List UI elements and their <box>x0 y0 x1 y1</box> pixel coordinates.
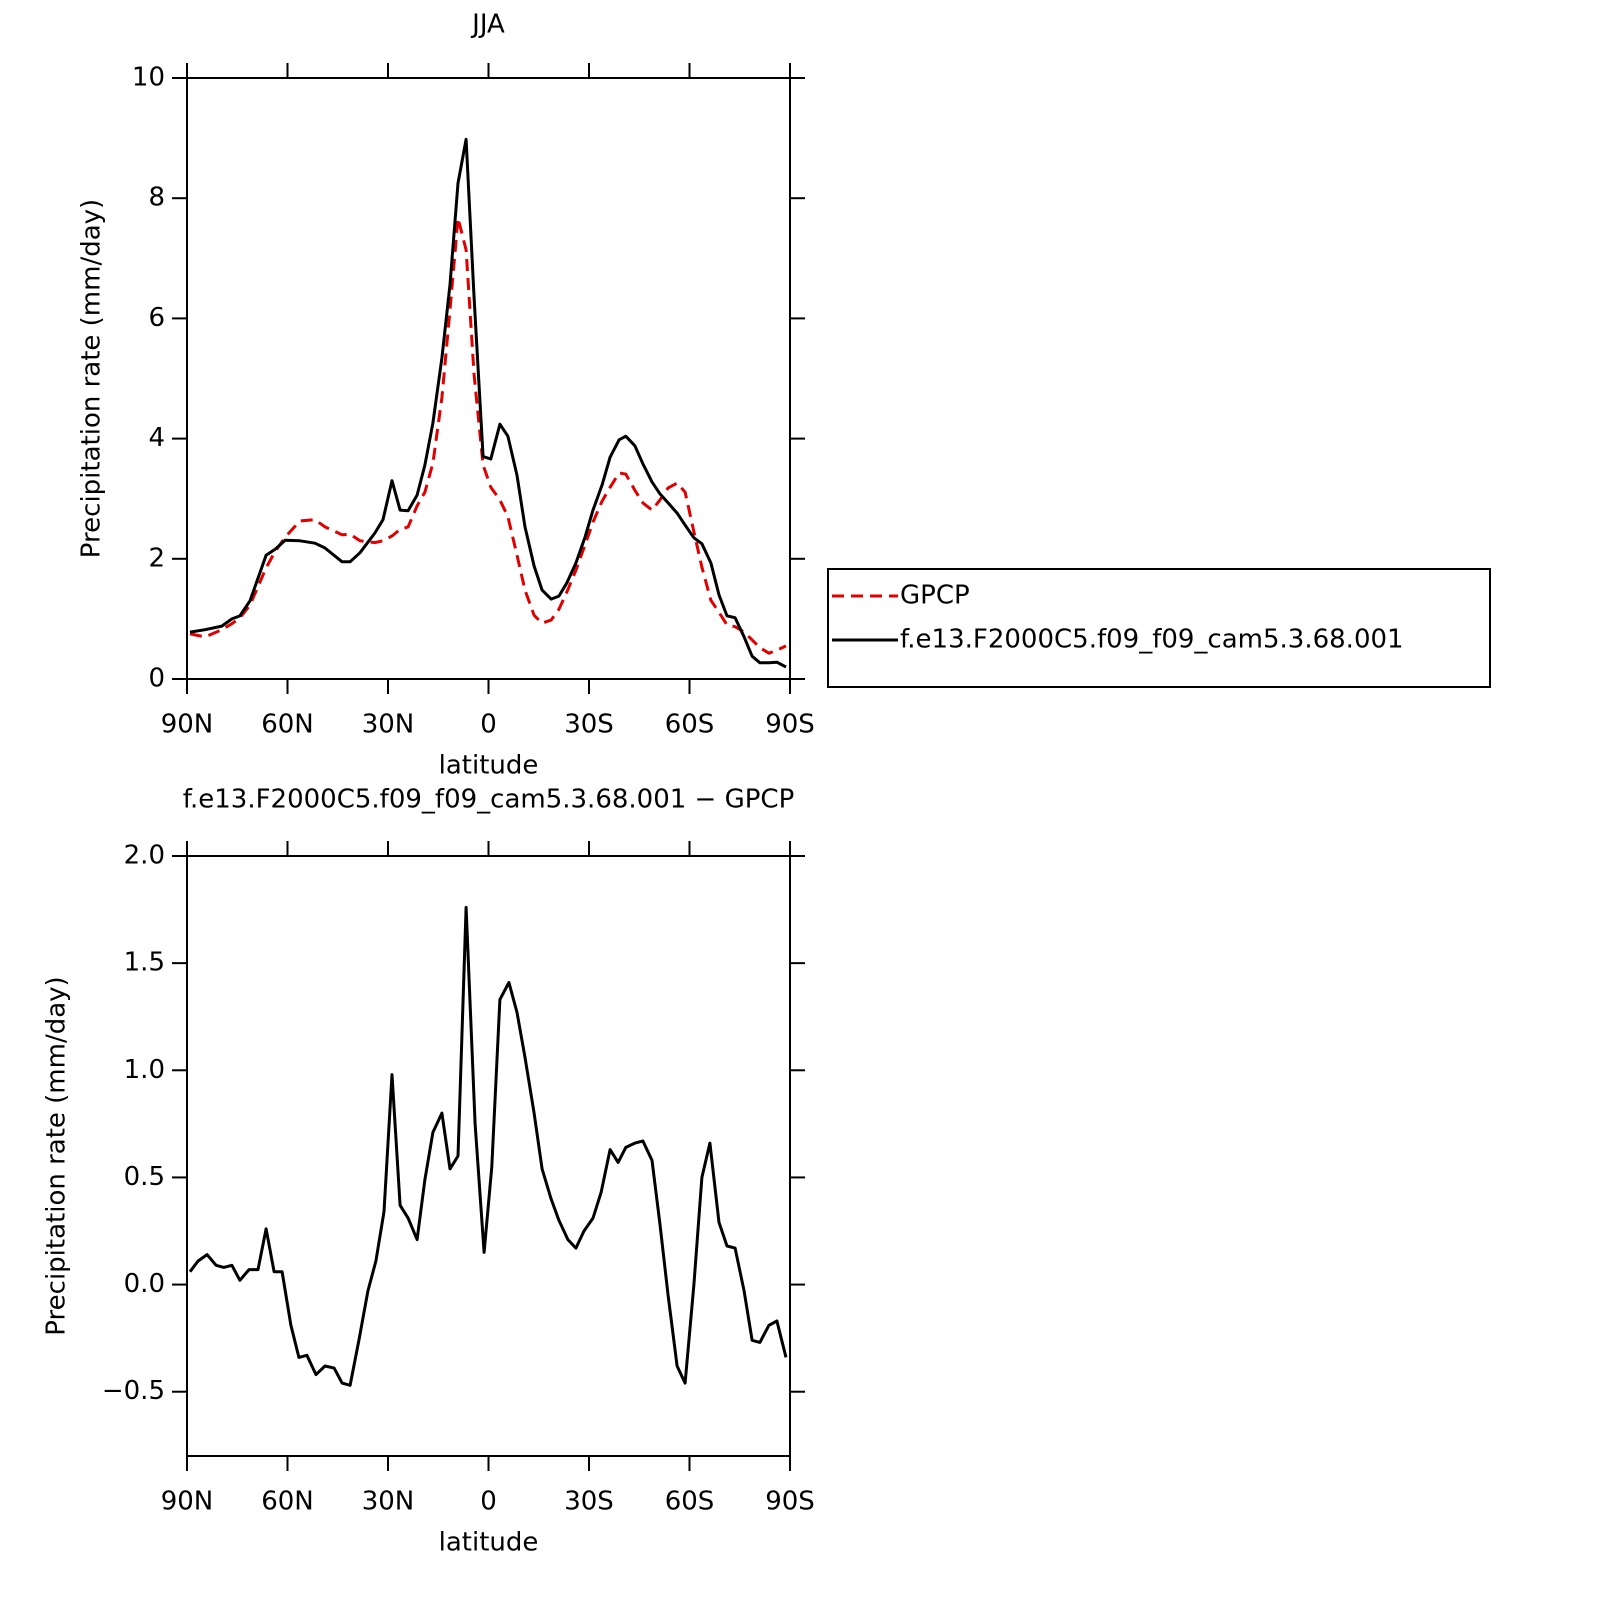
y-tick-label: 8 <box>148 183 165 213</box>
y-axis-label: Precipitation rate (mm/day) <box>77 199 107 558</box>
y-tick-label: 4 <box>148 423 165 453</box>
x-tick-label: 0 <box>480 710 497 740</box>
legend-label: GPCP <box>900 581 970 611</box>
y-axis-label: Precipitation rate (mm/day) <box>42 976 72 1335</box>
x-axis-label: latitude <box>439 1528 539 1558</box>
x-tick-label: 0 <box>480 1487 497 1517</box>
legend-label: f.e13.F2000C5.f09_f09_cam5.3.68.001 <box>900 625 1404 655</box>
x-tick-label: 90N <box>161 1487 214 1517</box>
series-line <box>189 137 787 669</box>
x-tick-label: 30N <box>362 1487 415 1517</box>
y-tick-label: 1.0 <box>124 1055 165 1085</box>
x-tick-label: 90S <box>765 710 815 740</box>
y-tick-label: −0.5 <box>102 1376 165 1406</box>
y-tick-label: 10 <box>132 63 165 93</box>
y-tick-label: 0.5 <box>124 1162 165 1192</box>
x-tick-label: 60S <box>665 1487 715 1517</box>
x-tick-label: 60S <box>665 710 715 740</box>
chart-title: f.e13.F2000C5.f09_f09_cam5.3.68.001 − GP… <box>183 785 795 815</box>
x-tick-label: 30S <box>564 1487 614 1517</box>
x-axis-label: latitude <box>439 751 539 781</box>
x-tick-label: 60N <box>261 1487 314 1517</box>
legend-box <box>827 568 1491 688</box>
y-tick-label: 0.0 <box>124 1269 165 1299</box>
plot-frame <box>186 855 791 1457</box>
x-tick-label: 90N <box>161 710 214 740</box>
x-tick-label: 60N <box>261 710 314 740</box>
y-tick-label: 2.0 <box>124 841 165 871</box>
chart-title: JJA <box>470 10 505 40</box>
x-tick-label: 30N <box>362 710 415 740</box>
x-tick-label: 30S <box>564 710 614 740</box>
data-line <box>188 905 788 1387</box>
y-tick-label: 0 <box>148 664 165 694</box>
y-tick-label: 2 <box>148 543 165 573</box>
y-tick-label: 6 <box>148 303 165 333</box>
x-tick-label: 90S <box>765 1487 815 1517</box>
series-line <box>189 216 787 655</box>
plot-frame <box>186 77 791 680</box>
y-tick-label: 1.5 <box>124 948 165 978</box>
